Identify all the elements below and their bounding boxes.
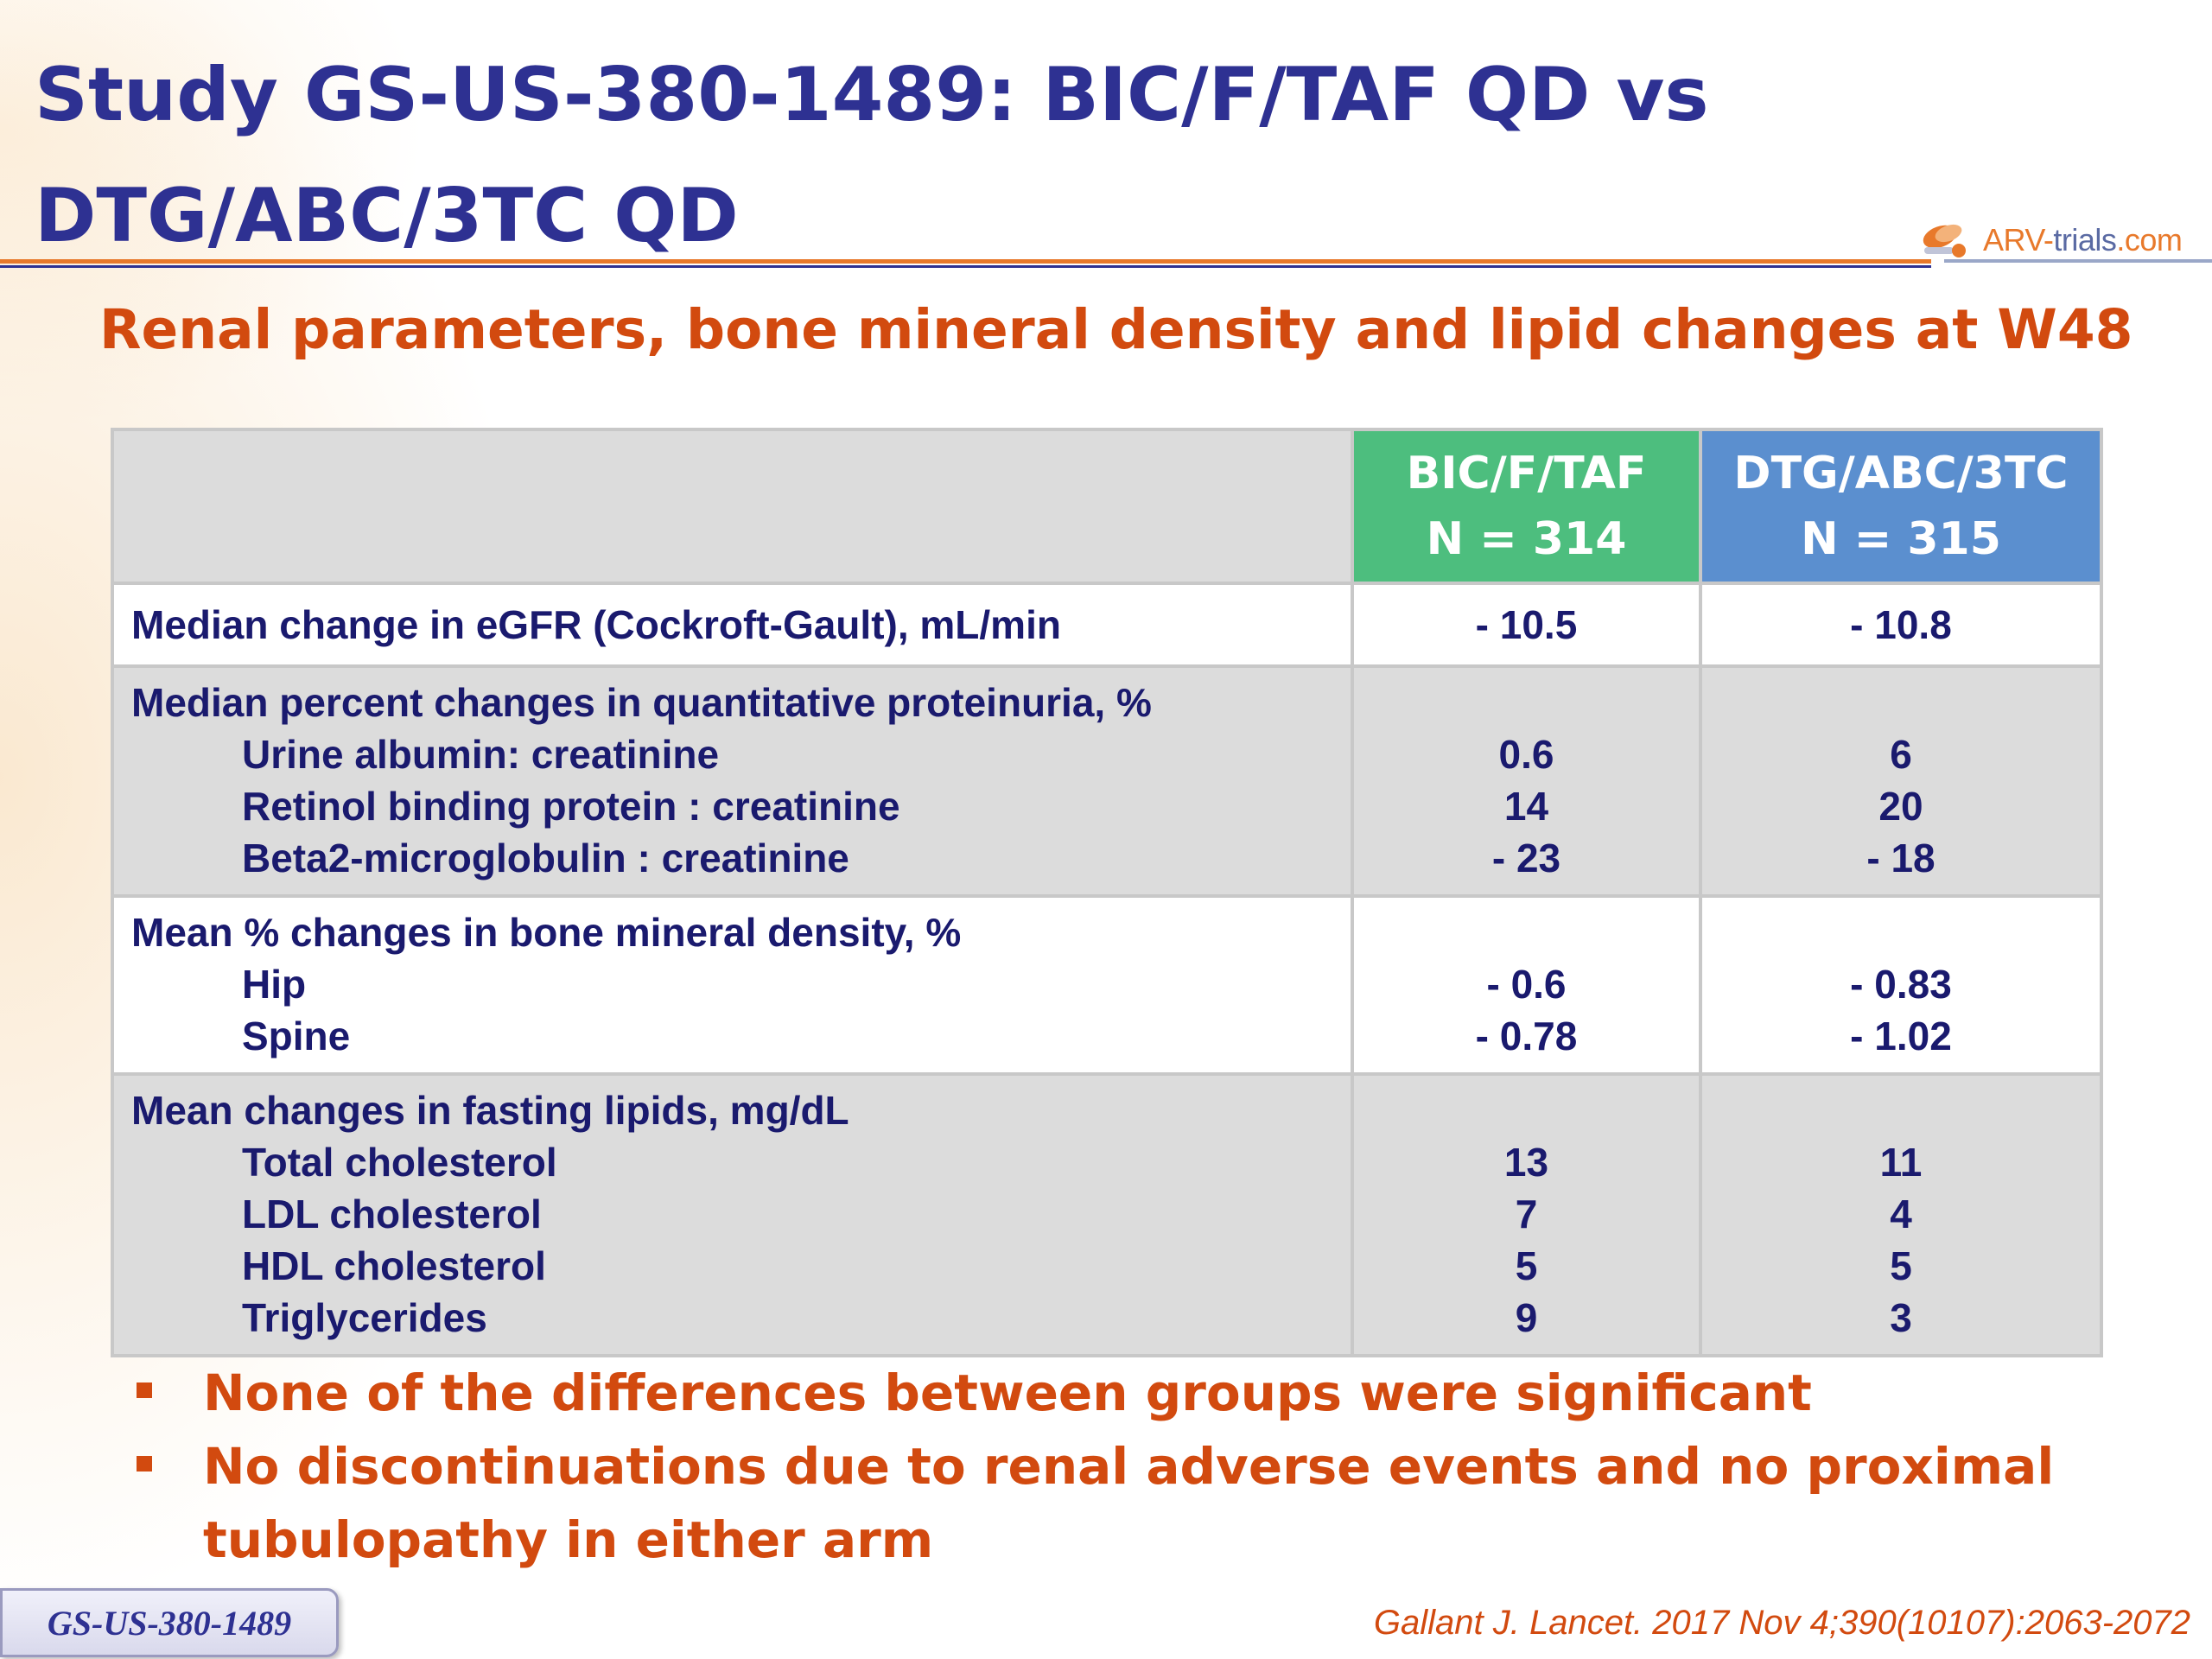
table-row-bone-density: Mean % changes in bone mineral density, … [111,894,2103,1076]
row-label-cell: Mean % changes in bone mineral density, … [111,894,1354,1076]
value: 13 [1503,1140,1549,1185]
column-header-name: BIC/F/TAF [1406,448,1647,499]
table-row-egfr: Median change in eGFR (Cockroft-Gault), … [111,582,2103,668]
row-label: HDL cholesterol [242,1243,546,1288]
header-divider [0,259,2212,276]
arv-trials-logo: ARV-trials.com [1914,214,2183,266]
value-cell-dtg: - 0.83 - 1.02 [1699,894,2103,1076]
row-label: Retinol binding protein : creatinine [242,784,900,829]
section-heading: Mean changes in fasting lipids, mg/dL [131,1088,849,1133]
column-header-dtg-abc-3tc: DTG/ABC/3TC N = 315 [1699,428,2103,585]
value: - 0.6 [1486,962,1567,1007]
column-header-n: N = 315 [1801,513,2001,565]
row-label: Triglycerides [242,1295,487,1340]
value: - 18 [1866,836,1936,880]
section-heading: Median percent changes in quantitative p… [131,680,1152,725]
section-heading: Mean % changes in bone mineral density, … [131,910,962,955]
value: 3 [1890,1295,1912,1340]
row-label-cell: Median percent changes in quantitative p… [111,664,1354,898]
value: 7 [1515,1192,1538,1236]
table-corner-cell [111,428,1354,585]
citation: Gallant J. Lancet. 2017 Nov 4;390(10107)… [1373,1604,2190,1642]
value: 14 [1503,784,1549,829]
logo-text-mid: trials [2053,222,2117,257]
row-label-cell: Mean changes in fasting lipids, mg/dL To… [111,1072,1354,1357]
bullet-item: None of the differences between groups w… [130,1357,2117,1430]
value: 4 [1890,1192,1912,1236]
title-line-1: Study GS-US-380-1489: BIC/F/TAF QD vs [35,52,1709,138]
pill-icon [1914,214,1983,266]
row-label: Urine albumin: creatinine [242,732,720,777]
value: - 10.5 [1475,602,1578,647]
column-header-name: DTG/ABC/3TC [1733,448,2069,499]
bullet-text: None of the differences between groups w… [203,1363,1812,1422]
column-header-bic-f-taf: BIC/F/TAF N = 314 [1351,428,1702,585]
table-row-proteinuria: Median percent changes in quantitative p… [111,664,2103,898]
value: 11 [1879,1140,1923,1185]
value: - 1.02 [1850,1014,1952,1058]
column-header-n: N = 314 [1426,513,1627,565]
row-label: LDL cholesterol [242,1192,542,1236]
slide-subtitle: Renal parameters, bone mineral density a… [99,298,2133,361]
logo-text-prefix: ARV- [1983,222,2054,257]
slide-title: Study GS-US-380-1489: BIC/F/TAF QD vs DT… [35,35,1763,276]
row-label: Beta2-microglobulin : creatinine [242,836,849,880]
results-table: BIC/F/TAF N = 314 DTG/ABC/3TC N = 315 Me… [111,428,2103,1357]
table-header-row: BIC/F/TAF N = 314 DTG/ABC/3TC N = 315 [111,428,2103,585]
study-badge: GS-US-380-1489 [0,1588,339,1657]
row-label: Spine [242,1014,351,1058]
value: - 0.83 [1850,962,1952,1007]
bullet-item: No discontinuations due to renal adverse… [130,1430,2117,1577]
value-cell-dtg: 11 4 5 3 [1699,1072,2103,1357]
value: - 10.8 [1850,602,1952,647]
value: 9 [1515,1295,1538,1340]
value-cell-bic: 0.6 14 - 23 [1351,664,1702,898]
value: 0.6 [1498,732,1554,777]
bullet-text: No discontinuations due to renal adverse… [203,1437,2055,1569]
value-cell-bic: 13 7 5 9 [1351,1072,1702,1357]
row-label-cell: Median change in eGFR (Cockroft-Gault), … [111,582,1354,668]
value: 20 [1878,784,1923,829]
value: 5 [1515,1243,1538,1288]
value: 5 [1890,1243,1912,1288]
value: - 0.78 [1475,1014,1578,1058]
section-heading: Median change in eGFR (Cockroft-Gault), … [131,602,1061,647]
table-row-lipids: Mean changes in fasting lipids, mg/dL To… [111,1072,2103,1357]
logo-text-suffix: .com [2116,222,2183,257]
value: 6 [1890,732,1912,777]
row-label: Total cholesterol [242,1140,557,1185]
square-bullet-icon [137,1456,152,1471]
value: - 23 [1491,836,1561,880]
bullet-list: None of the differences between groups w… [130,1357,2117,1577]
value-cell-dtg: - 10.8 [1699,582,2103,668]
square-bullet-icon [137,1382,152,1398]
value-cell-dtg: 6 20 - 18 [1699,664,2103,898]
value-cell-bic: - 10.5 [1351,582,1702,668]
title-line-2: DTG/ABC/3TC QD [35,173,739,259]
logo-text: ARV-trials.com [1983,222,2183,258]
value-cell-bic: - 0.6 - 0.78 [1351,894,1702,1076]
row-label: Hip [242,962,307,1007]
